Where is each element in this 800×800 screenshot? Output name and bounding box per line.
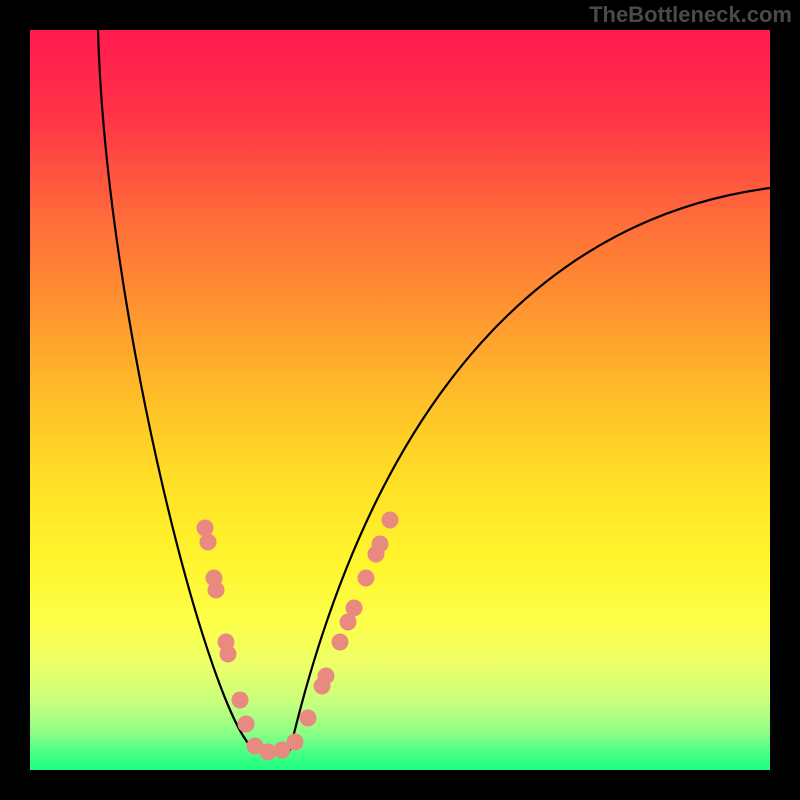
data-marker [208,582,225,599]
plot-area [30,30,770,770]
watermark-text: TheBottleneck.com [589,2,792,28]
data-marker [318,668,335,685]
data-marker [220,646,237,663]
chart-frame: TheBottleneck.com [0,0,800,800]
bottleneck-curve [98,30,770,750]
data-marker [332,634,349,651]
data-marker [358,570,375,587]
data-marker [346,600,363,617]
data-marker [232,692,249,709]
data-marker [197,520,214,537]
data-marker [238,716,255,733]
data-marker [200,534,217,551]
data-marker [300,710,317,727]
data-marker [372,536,389,553]
curve-layer [30,30,770,770]
data-marker [287,734,304,751]
data-marker [382,512,399,529]
